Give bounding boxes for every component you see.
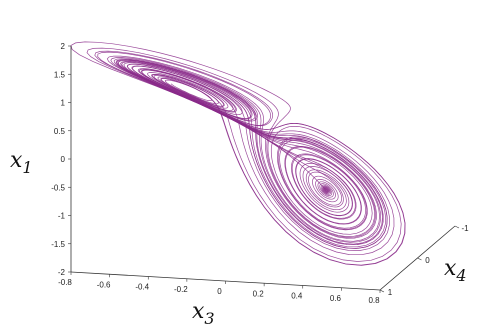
trajectory-segment <box>320 184 333 196</box>
trajectory-segment <box>123 62 395 256</box>
z-axis-label: x1 <box>10 148 33 177</box>
x-tick-label: 0.2 <box>253 289 265 298</box>
trajectory-segment <box>126 63 406 266</box>
z-tick-label: 0.5 <box>54 127 66 136</box>
z-tick-label: -1.5 <box>51 240 65 249</box>
y-axis-label: x4 <box>444 256 467 285</box>
x-tick-label: 0.8 <box>368 296 380 305</box>
y-axis-ticks: -1 0 1 <box>379 224 469 297</box>
trajectory-series <box>70 41 406 266</box>
trajectory-segment <box>110 57 402 262</box>
z-tick-label: -2 <box>58 268 66 277</box>
trajectory-segment <box>113 58 377 239</box>
y-tick-label: 0 <box>425 256 430 265</box>
y-tick-mark <box>417 257 422 261</box>
y-tick-label: 1 <box>388 288 393 297</box>
trajectory-segment <box>302 166 353 215</box>
x-tick-label: 0.6 <box>330 294 342 303</box>
z-tick-label: -0.5 <box>51 183 65 192</box>
z-tick-label: 2 <box>61 42 66 51</box>
trajectory-segment <box>94 50 274 127</box>
z-tick-label: -1 <box>58 212 66 221</box>
x-tick-label: -0.8 <box>58 278 72 287</box>
x-axis-label: x3 <box>192 299 215 326</box>
x-tick-label: -0.4 <box>135 283 149 292</box>
x-axis-ticks: -0.8 -0.6 -0.4 -0.2 0 0.2 0.4 0.6 0.8 <box>58 272 381 305</box>
z-tick-label: 1.5 <box>54 70 66 79</box>
trajectory-segment <box>97 51 390 251</box>
y-tick-mark <box>379 289 385 293</box>
trajectory-segment <box>117 59 384 246</box>
z-axis-ticks: -2 -1.5 -1 -0.5 0 0.5 1 1.5 2 <box>51 42 71 277</box>
z-tick-label: 1 <box>61 99 66 108</box>
z-tick-label: 0 <box>61 155 66 164</box>
y-tick-mark <box>454 225 460 229</box>
x-tick-label: -0.2 <box>174 285 188 294</box>
trajectory-segment <box>70 41 375 237</box>
x-tick-label: -0.6 <box>97 280 111 289</box>
x-tick-label: 0.4 <box>291 292 303 301</box>
trajectory-segment <box>86 47 376 238</box>
y-tick-label: -1 <box>461 224 469 233</box>
x-tick-label: 0 <box>217 287 222 296</box>
